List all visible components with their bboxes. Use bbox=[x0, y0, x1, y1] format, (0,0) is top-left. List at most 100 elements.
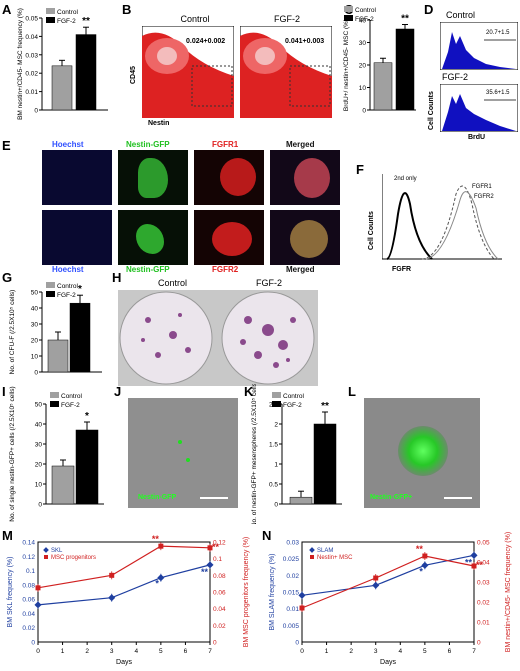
histogram-d: Control 20.7+1.5 FGF-2 35.6+1.5 Cell Cou… bbox=[428, 10, 520, 145]
y-right-tick-label: 0 bbox=[477, 640, 481, 647]
sig-mark: * bbox=[419, 566, 423, 576]
legend-fgf2: FGF-2 bbox=[57, 292, 76, 299]
panel-label-h: H bbox=[112, 270, 122, 285]
flow-stat-fgf2: 0.041+0.003 bbox=[285, 38, 325, 45]
y-tick-label: 30 bbox=[35, 442, 43, 449]
series-left-point bbox=[298, 591, 306, 599]
y-tick-label: 50 bbox=[31, 290, 39, 297]
y-left-tick-label: 0.14 bbox=[22, 540, 35, 547]
x-tick-label: 1 bbox=[61, 648, 65, 655]
bar-fgf2 bbox=[69, 302, 91, 373]
legend-label-right: Nestin+ MSC bbox=[317, 555, 353, 561]
bar-fgf2 bbox=[395, 28, 415, 111]
y-tick-label: 2 bbox=[274, 422, 278, 429]
y-left-axis-label: BM SKL frequency (%) bbox=[7, 557, 14, 628]
immunofluorescence-grid-e: Hoechst Nestin-GFP FGFR1 Merged Hoechst … bbox=[42, 140, 342, 274]
y-left-tick-label: 0.02 bbox=[22, 625, 35, 632]
bar-control bbox=[51, 465, 75, 505]
bar-fgf2 bbox=[313, 423, 337, 505]
label-nestin-2: Nestin-GFP bbox=[126, 265, 170, 274]
legend-control: Control bbox=[355, 7, 377, 14]
significance-mark: ** bbox=[321, 401, 329, 412]
panel-label-d: D bbox=[424, 2, 434, 17]
y-tick-label: 1 bbox=[274, 462, 278, 469]
y-right-tick-label: 0.04 bbox=[477, 560, 490, 567]
plot-frame bbox=[37, 541, 211, 643]
legend-marker-left bbox=[43, 547, 49, 553]
legend-swatch-fgf2 bbox=[272, 401, 281, 407]
y-tick-label: 20 bbox=[31, 338, 39, 345]
micro-hoechst-2 bbox=[42, 210, 112, 265]
x-tick-label: 6 bbox=[448, 648, 452, 655]
y-axis-label: No. of CFU-F (/2.5X10⁵ cells) bbox=[9, 290, 16, 375]
series-left-point bbox=[372, 581, 380, 589]
legend-marker-right bbox=[310, 555, 314, 559]
j-label: Nestin-GFP bbox=[138, 494, 177, 501]
cfu-f-plates-h: Control FGF-2 bbox=[118, 278, 318, 388]
plate-images bbox=[118, 290, 318, 386]
f-label-fgfr1: FGFR1 bbox=[472, 184, 492, 190]
x-tick-label: 6 bbox=[184, 648, 188, 655]
y-axis-label: No. of nestin-GFP+ mesenspheres (/2.5X10… bbox=[251, 384, 258, 524]
legend-fgf2: FGF-2 bbox=[57, 18, 76, 25]
legend-control: Control bbox=[283, 393, 305, 400]
series-left-line bbox=[37, 564, 211, 606]
series-right-point bbox=[207, 545, 213, 551]
bar-fgf2 bbox=[75, 429, 99, 505]
y-right-tick-label: 0 bbox=[213, 640, 217, 647]
y-left-tick-label: 0.12 bbox=[22, 554, 35, 561]
y-left-tick-label: 0.03 bbox=[286, 540, 299, 547]
series-right-point bbox=[471, 563, 477, 569]
label-hoechst-1: Hoechst bbox=[52, 140, 84, 149]
y-right-tick-label: 0.1 bbox=[213, 556, 222, 563]
legend-label-left: SKL bbox=[51, 548, 63, 554]
significance-mark: ** bbox=[401, 14, 409, 25]
micrograph-l: Nestin-GFP+ bbox=[364, 398, 480, 508]
y-tick-label: 0.5 bbox=[269, 482, 278, 489]
panel-label-b: B bbox=[122, 2, 132, 17]
y-right-tick-label: 0.12 bbox=[213, 540, 226, 547]
bar-control bbox=[289, 496, 313, 505]
hist-stat-fgf2: 35.6+1.5 bbox=[486, 90, 510, 96]
chart-m: 0 1 2 3 4 5 6 7 Days 0 0.02 0.04 0.06 0.08 0.1 0.12 0.14… bbox=[7, 534, 250, 666]
y-right-tick-label: 0.08 bbox=[213, 573, 226, 580]
y-axis-label: BrdU+/ nestin+/CD45- MSC (%) bbox=[343, 19, 350, 111]
y-left-tick-label: 0 bbox=[295, 640, 299, 647]
x-tick-label: 1 bbox=[325, 648, 329, 655]
legend-fgf2: FGF-2 bbox=[355, 16, 374, 23]
legend-fgf2: FGF-2 bbox=[61, 402, 80, 409]
micro-merged-1 bbox=[270, 150, 340, 205]
y-left-tick-label: 0.08 bbox=[22, 582, 35, 589]
chart-c: 0 10 20 30 40 ** Control FGF-2 BrdU+/ nestin+/CD… bbox=[343, 6, 416, 115]
panel-label-e: E bbox=[2, 138, 11, 153]
chart-n: 0 1 2 3 4 5 6 7 Days 0 0.005 0.01 0.015 0.02 0.025 0.03… bbox=[269, 532, 512, 666]
series-right-point bbox=[35, 585, 41, 591]
x-tick-label: 2 bbox=[85, 648, 89, 655]
y-tick-label: 30 bbox=[359, 40, 367, 47]
significance-mark: ** bbox=[82, 16, 90, 27]
x-tick-label: 4 bbox=[398, 648, 402, 655]
f-label-2nd: 2nd only bbox=[394, 176, 417, 182]
f-xlabel: FGFR bbox=[392, 266, 412, 273]
bar-control bbox=[51, 65, 73, 111]
legend-marker-right bbox=[44, 555, 48, 559]
micro-fgfr1 bbox=[194, 150, 264, 205]
y-tick-label: 0 bbox=[34, 108, 38, 115]
label-hoechst-2: Hoechst bbox=[52, 265, 84, 274]
hist-plot-fgf2 bbox=[440, 84, 518, 132]
series-left-point bbox=[34, 601, 42, 609]
x-tick-label: 5 bbox=[423, 648, 427, 655]
y-tick-label: 20 bbox=[35, 462, 43, 469]
y-tick-label: 40 bbox=[359, 18, 367, 25]
legend-control: Control bbox=[61, 393, 83, 400]
y-tick-label: 0.05 bbox=[25, 16, 38, 23]
label-merged-2: Merged bbox=[286, 265, 315, 274]
sig-mark: ** bbox=[152, 534, 160, 544]
flow-title-fgf2: FGF-2 bbox=[274, 14, 300, 24]
legend-swatch-control bbox=[272, 392, 281, 398]
y-tick-label: 10 bbox=[35, 482, 43, 489]
sig-mark: * bbox=[155, 579, 159, 589]
y-left-tick-label: 0.01 bbox=[286, 606, 299, 613]
sig-mark: ** bbox=[201, 567, 209, 577]
micro-nestin-2 bbox=[118, 210, 188, 265]
